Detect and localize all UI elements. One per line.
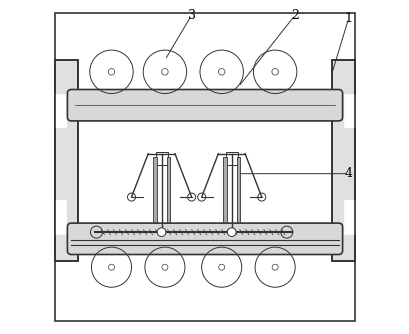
Bar: [54, 60, 78, 261]
Bar: [155, 152, 167, 165]
Bar: [343, 94, 355, 127]
Bar: [223, 157, 226, 224]
Bar: [331, 60, 355, 261]
Bar: [111, 227, 285, 235]
Text: 2: 2: [290, 9, 299, 21]
Circle shape: [157, 228, 166, 236]
Bar: [90, 227, 99, 240]
FancyBboxPatch shape: [67, 223, 342, 255]
Bar: [281, 227, 288, 240]
Bar: [343, 200, 355, 234]
Bar: [153, 157, 156, 224]
Bar: [54, 94, 66, 127]
Bar: [166, 157, 169, 224]
Bar: [54, 60, 78, 261]
Bar: [236, 157, 240, 224]
Bar: [54, 200, 66, 234]
Text: 3: 3: [187, 9, 195, 21]
Text: 4: 4: [344, 167, 352, 180]
Bar: [331, 60, 355, 261]
FancyBboxPatch shape: [67, 90, 342, 121]
Circle shape: [227, 228, 236, 236]
Bar: [225, 152, 237, 165]
Text: 1: 1: [344, 12, 352, 25]
